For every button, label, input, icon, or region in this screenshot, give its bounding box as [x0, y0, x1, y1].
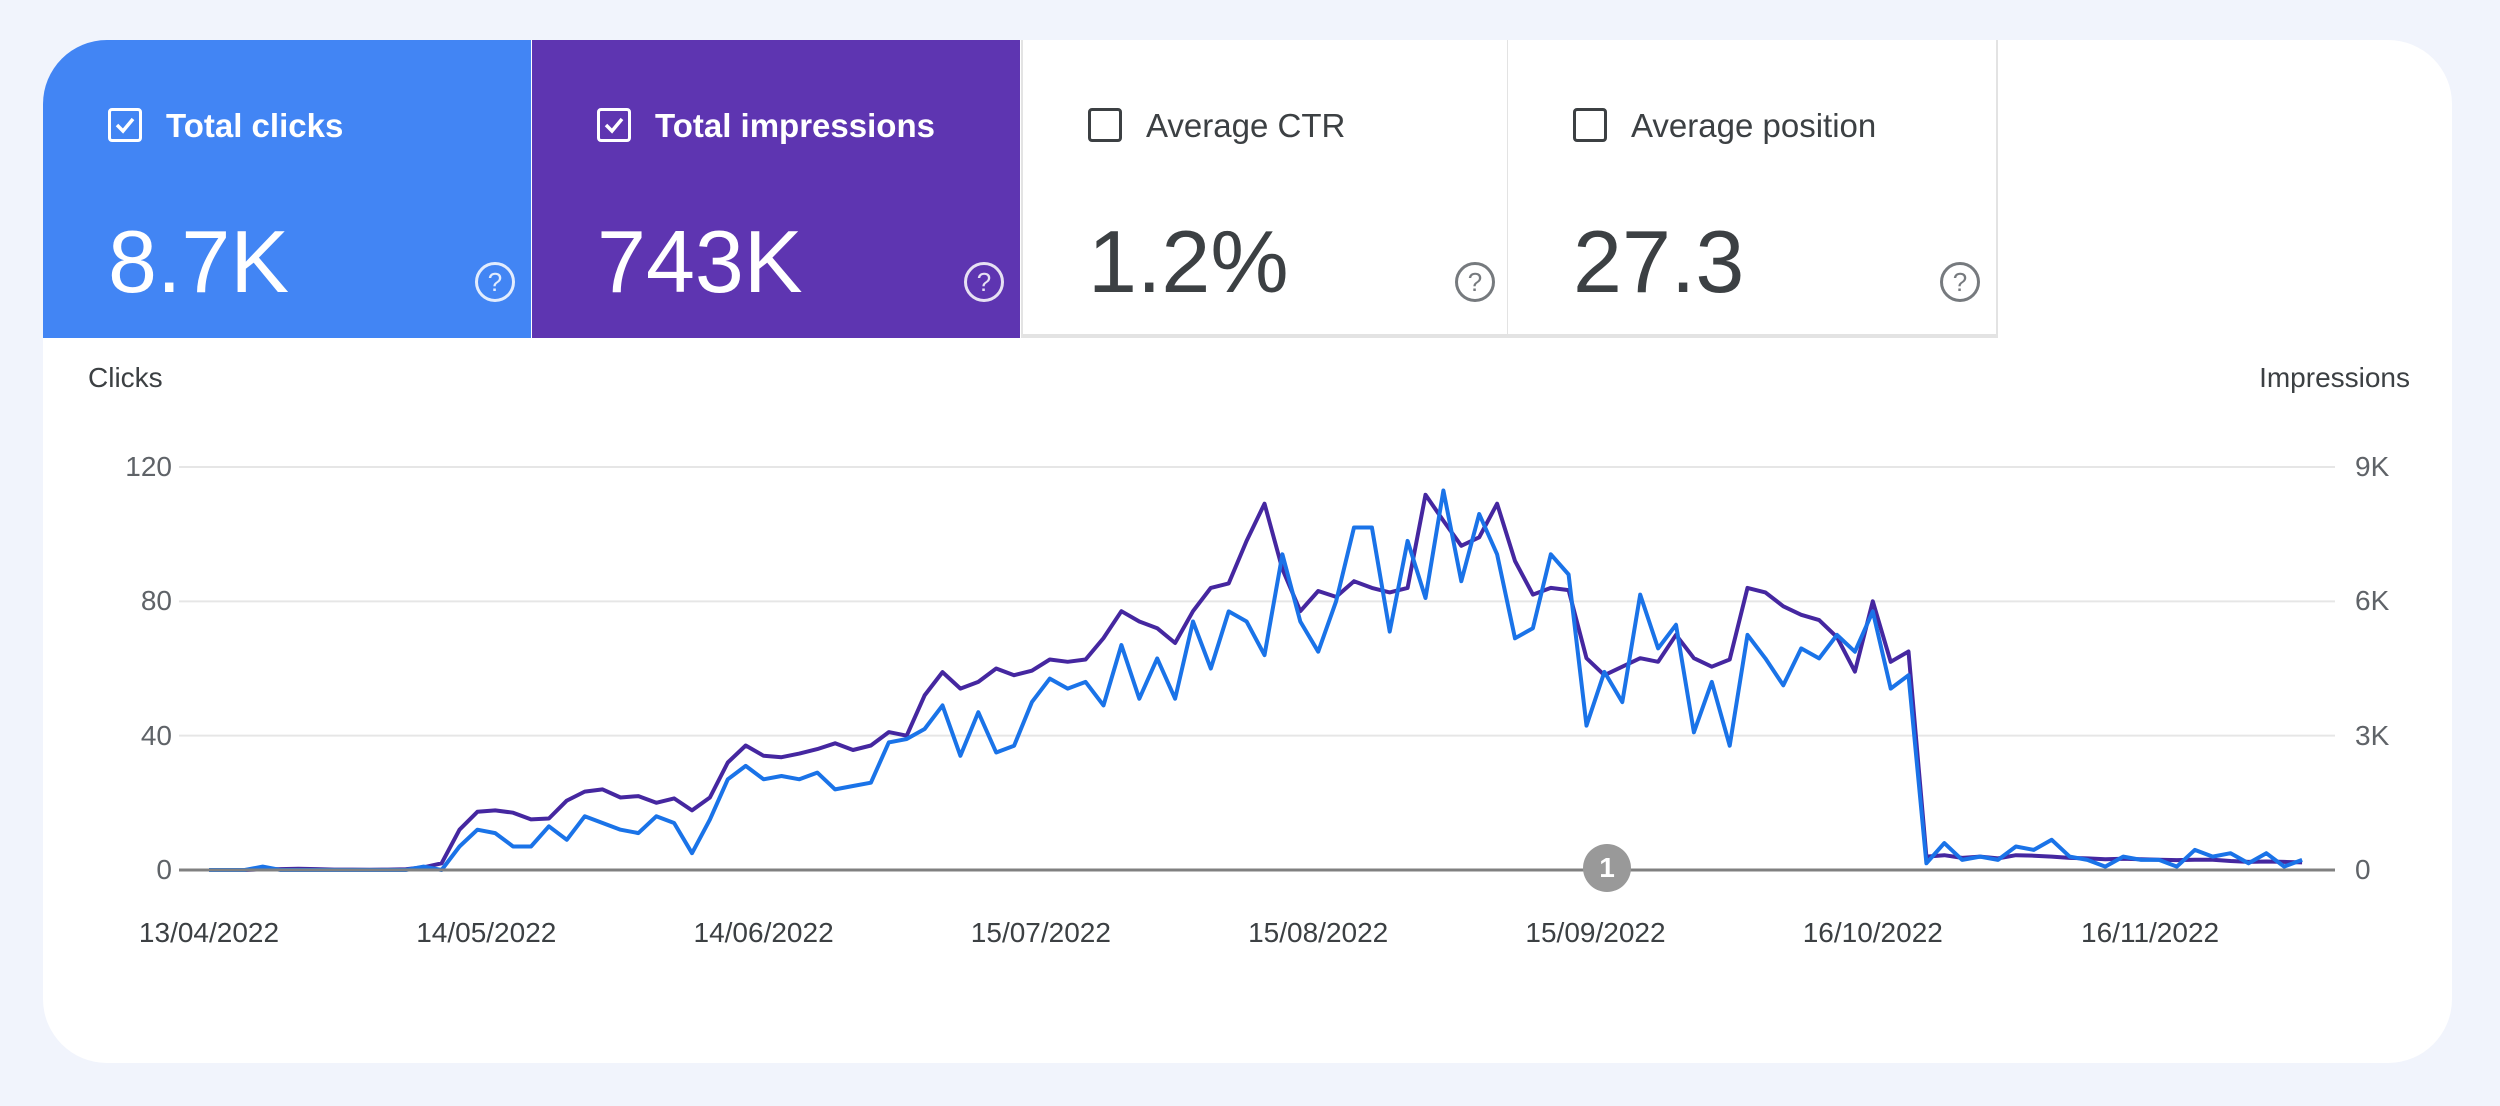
tile-value: 743K [597, 212, 803, 311]
left-axis-tick: 0 [156, 854, 172, 885]
question-circle-icon[interactable]: ? [1940, 262, 1980, 302]
tile-total-clicks[interactable]: Total clicks 8.7K ? [43, 40, 531, 338]
tile-label: Average position [1631, 107, 1877, 144]
checkbox-checked[interactable] [597, 108, 631, 142]
tile-total-impressions[interactable]: Total impressions 743K ? [532, 40, 1020, 338]
tile-label: Total clicks [166, 107, 344, 144]
x-axis-date-label: 15/07/2022 [970, 917, 1111, 948]
right-axis-tick: 0 [2355, 854, 2371, 885]
left-axis-title: Clicks [88, 362, 163, 393]
impressions-line[interactable] [209, 492, 2303, 872]
checkbox-unchecked[interactable] [1088, 108, 1122, 142]
tile-label: Total impressions [655, 107, 935, 144]
right-axis-tick: 9K [2355, 451, 2390, 482]
checkbox-unchecked[interactable] [1573, 108, 1607, 142]
x-axis-date-label: 13/04/2022 [138, 917, 280, 948]
check-icon [115, 117, 135, 134]
left-axis-tick: 40 [140, 719, 172, 751]
right-axis-tick: 3K [2355, 719, 2390, 751]
check-icon [604, 117, 624, 134]
x-axis-date-label: 14/05/2022 [416, 917, 557, 948]
question-circle-icon[interactable]: ? [475, 262, 515, 302]
x-axis-date-label: 14/06/2022 [693, 917, 834, 948]
clicks-line[interactable] [209, 488, 2303, 872]
tile-value: 1.2% [1088, 212, 1289, 311]
x-axis-date-label: 15/08/2022 [1248, 917, 1389, 948]
tile-value: 27.3 [1573, 212, 1745, 311]
x-axis-date-label: 15/09/2022 [1525, 917, 1666, 948]
left-axis-tick: 120 [125, 451, 172, 482]
x-axis-date-label: 16/10/2022 [1802, 917, 1943, 948]
question-circle-icon[interactable]: ? [1455, 262, 1495, 302]
x-axis-date-label: 16/11/2022 [2081, 917, 2220, 948]
tile-label: Average CTR [1146, 107, 1346, 144]
performance-card: Total clicks 8.7K ? Total impressions 74… [43, 40, 2452, 1063]
tile-average-ctr[interactable]: Average CTR 1.2% ? [1021, 40, 1509, 338]
tile-value: 8.7K [108, 212, 290, 311]
tile-average-position[interactable]: Average position 27.3 ? [1508, 40, 1998, 338]
annotation-marker[interactable]: 1 [1583, 844, 1631, 892]
left-axis-tick: 80 [140, 585, 172, 617]
right-axis-tick: 6K [2355, 585, 2390, 617]
checkbox-checked[interactable] [108, 108, 142, 142]
question-circle-icon[interactable]: ? [964, 262, 1004, 302]
right-axis-title: Impressions [2259, 362, 2410, 393]
